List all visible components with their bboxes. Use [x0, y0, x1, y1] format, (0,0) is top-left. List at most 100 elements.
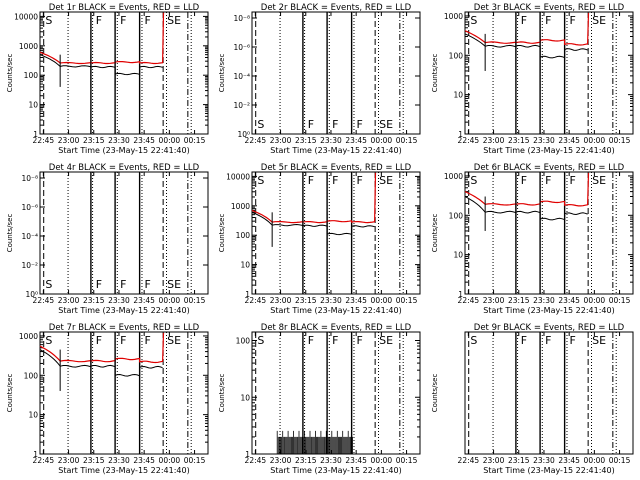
- event-marker-label: SE: [379, 174, 393, 187]
- y-tick-label: 10⁻⁸: [233, 14, 250, 23]
- lld-series-line: [464, 12, 590, 46]
- event-marker-label: F: [356, 174, 362, 187]
- event-marker-label: F: [308, 174, 314, 187]
- y-tick-label: 10⁻⁶: [233, 43, 250, 52]
- event-marker-label: SE: [379, 118, 393, 131]
- y-tick-label: 10⁻²: [21, 261, 38, 270]
- x-tick-label: 00:00: [371, 456, 393, 465]
- x-tick-label: 23:45: [133, 456, 155, 465]
- y-tick-label: 1000: [444, 172, 463, 181]
- events-series-line: [464, 196, 588, 221]
- y-tick-label: 1: [245, 450, 250, 459]
- y-tick-label: 100: [24, 371, 39, 380]
- x-axis-label: Start Time (23-May-15 22:41:40): [483, 306, 614, 315]
- x-tick-label: 22:45: [33, 136, 55, 145]
- x-tick-label: 23:45: [345, 136, 367, 145]
- event-marker-label: SE: [592, 334, 606, 347]
- x-tick-label: 23:30: [533, 136, 555, 145]
- y-tick-label: 1000: [231, 202, 250, 211]
- lld-series-line: [39, 12, 165, 65]
- y-tick-label: 10⁻⁴: [21, 232, 38, 241]
- x-tick-label: 23:00: [270, 136, 292, 145]
- event-marker-label: F: [120, 334, 126, 347]
- x-tick-label: 23:15: [295, 296, 317, 305]
- panel-title: Det 4r BLACK = Events, RED = LLD: [49, 163, 200, 173]
- x-tick-label: 00:15: [609, 296, 631, 305]
- lld-series-line: [251, 172, 377, 224]
- plot-frame: [464, 11, 634, 135]
- event-marker-label: F: [144, 14, 150, 27]
- event-marker-label: F: [144, 334, 150, 347]
- x-tick-label: 23:00: [483, 296, 505, 305]
- y-axis-label: Counts/sec: [431, 54, 439, 93]
- event-marker-label: F: [332, 334, 338, 347]
- x-tick-label: 23:30: [320, 136, 342, 145]
- panel-title: Det 5r BLACK = Events, RED = LLD: [261, 163, 412, 173]
- event-marker-label: SE: [379, 334, 393, 347]
- y-axis-label: Counts/sec: [218, 214, 226, 253]
- event-marker-label: F: [569, 174, 575, 187]
- panel-title: Det 7r BLACK = Events, RED = LLD: [49, 323, 200, 333]
- event-marker-label: F: [569, 334, 575, 347]
- y-tick-label: 100: [449, 211, 464, 220]
- x-axis-label: Start Time (23-May-15 22:41:40): [483, 146, 614, 155]
- event-marker-label: F: [96, 14, 102, 27]
- y-axis-label: Counts/sec: [6, 374, 14, 413]
- detector-panel: Det 8r BLACK = Events, RED = LLD Counts/s…: [218, 323, 421, 475]
- y-tick-label: 100: [236, 231, 251, 240]
- event-marker-label: F: [120, 14, 126, 27]
- y-tick-label: 10: [240, 393, 250, 402]
- x-axis-label: Start Time (23-May-15 22:41:40): [270, 306, 401, 315]
- event-marker-label: F: [308, 334, 314, 347]
- x-tick-label: 23:45: [558, 136, 580, 145]
- x-tick-label: 23:00: [58, 136, 80, 145]
- event-marker-label: F: [521, 174, 527, 187]
- x-tick-label: 23:00: [58, 456, 80, 465]
- event-marker-label: S: [257, 174, 264, 187]
- x-tick-label: 23:15: [508, 456, 530, 465]
- x-tick-label: 23:00: [270, 296, 292, 305]
- detector-panel: Det 2r BLACK = Events, RED = LLD Counts/s…: [218, 3, 421, 155]
- y-axis-label: Counts/sec: [431, 214, 439, 253]
- events-series-line: [39, 54, 163, 76]
- event-marker-label: S: [45, 14, 52, 27]
- y-tick-label: 100: [449, 51, 464, 60]
- y-tick-label: 10: [28, 411, 38, 420]
- event-marker-label: S: [257, 118, 264, 131]
- y-tick-label: 100: [24, 71, 39, 80]
- x-tick-label: 00:15: [396, 456, 418, 465]
- detector-panel: Det 5r BLACK = Events, RED = LLD Counts/s…: [218, 163, 421, 315]
- detector-panel: Det 7r BLACK = Events, RED = LLD Counts/s…: [6, 323, 209, 475]
- panel-title: Det 9r BLACK = Events, RED = LLD: [474, 323, 625, 333]
- x-tick-label: 00:00: [584, 136, 606, 145]
- x-tick-label: 22:45: [33, 296, 55, 305]
- x-tick-label: 00:15: [184, 136, 206, 145]
- event-marker-label: F: [356, 334, 362, 347]
- event-marker-label: S: [470, 334, 477, 347]
- panel-title: Det 3r BLACK = Events, RED = LLD: [474, 3, 625, 13]
- y-tick-label: 10: [28, 101, 38, 110]
- event-marker-label: F: [96, 334, 102, 347]
- y-tick-label: 10⁻⁶: [21, 203, 38, 212]
- y-tick-label: 10⁰: [25, 290, 38, 299]
- y-tick-label: 100: [236, 337, 251, 346]
- x-tick-label: 00:00: [371, 296, 393, 305]
- lld-series-line: [464, 172, 590, 207]
- event-marker-label: SE: [167, 334, 181, 347]
- event-marker-label: SE: [167, 278, 181, 291]
- y-tick-label: 1: [33, 450, 38, 459]
- panel-title: Det 6r BLACK = Events, RED = LLD: [474, 163, 625, 173]
- y-tick-label: 10: [453, 251, 463, 260]
- event-marker-label: S: [257, 334, 264, 347]
- event-marker-label: F: [308, 118, 314, 131]
- event-marker-label: SE: [592, 174, 606, 187]
- plot-frame: [39, 331, 209, 455]
- detector-panel: Det 9r BLACK = Events, RED = LLD Counts/s…: [431, 323, 634, 475]
- event-marker-label: SE: [167, 14, 181, 27]
- x-tick-label: 00:15: [184, 296, 206, 305]
- y-tick-label: 10: [240, 261, 250, 270]
- x-tick-label: 23:30: [320, 456, 342, 465]
- x-tick-label: 00:00: [159, 136, 181, 145]
- x-tick-label: 23:15: [83, 456, 105, 465]
- event-marker-label: F: [356, 118, 362, 131]
